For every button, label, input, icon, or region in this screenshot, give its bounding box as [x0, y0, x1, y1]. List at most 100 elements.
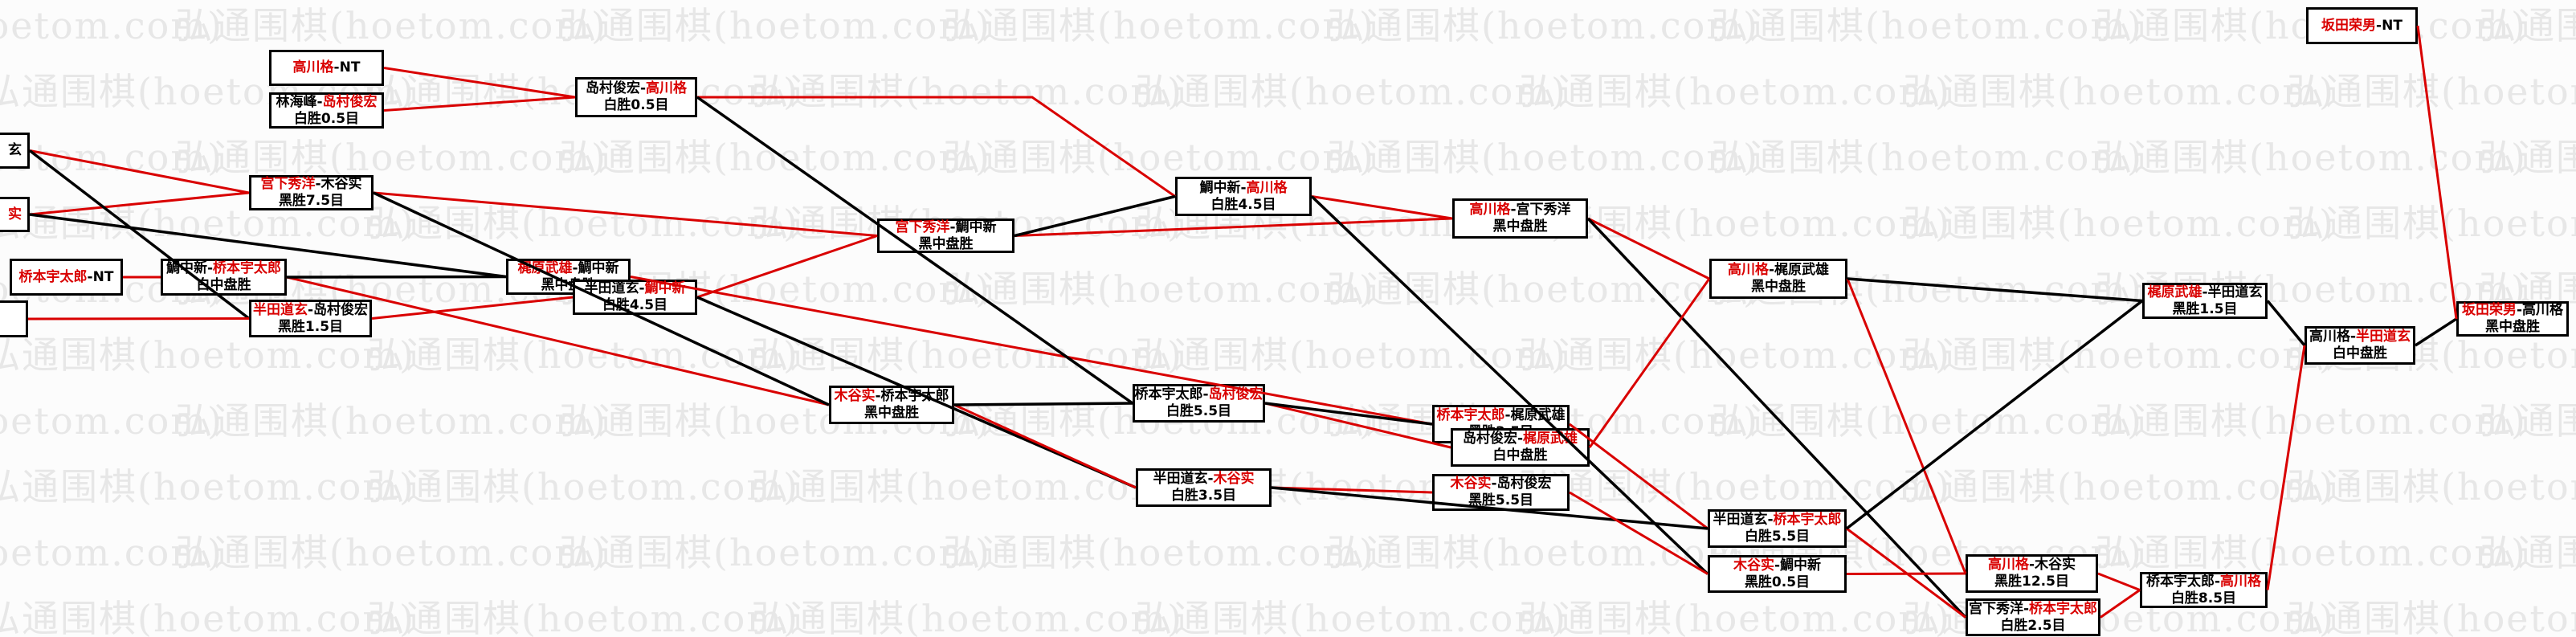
watermark-text: 弘通围棋(hoetom.com): [751, 70, 1183, 113]
match-box-b31: 坂田荣男-高川格 黑中盘胜: [2456, 301, 2569, 337]
match-box-b14: 鯛中新-高川格 白胜4.5目: [1175, 177, 1312, 216]
match-box-b25: 半田道玄-桥本宇太郎 白胜5.5目: [1708, 509, 1847, 548]
watermark-text: 弘通围棋(hoetom.com): [2095, 531, 2527, 574]
watermark-text: 弘通围棋(hoetom.com): [1519, 70, 1951, 113]
players-dash: -: [1774, 557, 1781, 574]
match-players: 半田道玄-鯛中新: [584, 280, 685, 297]
players-dash: -: [316, 93, 323, 110]
match-result: 白中盘胜: [1492, 447, 1548, 463]
player-white-name: 岛村俊宏: [322, 93, 378, 110]
players-dash: -: [315, 176, 321, 192]
watermark-text: 弘通围棋(hoetom.com): [1327, 267, 1759, 311]
match-result: 黑胜5.5目: [1468, 492, 1534, 508]
players-dash: -: [206, 260, 214, 276]
players-dash: -: [572, 259, 578, 276]
match-box-b1: 高川格-NT: [269, 50, 384, 86]
players-dash: -: [2516, 302, 2523, 318]
player-white-name: NT: [2382, 17, 2402, 34]
match-box-b3: 岛村俊宏-高川格 白胜0.5目: [575, 77, 697, 117]
player-black-name: 半田道玄: [1153, 471, 1208, 487]
players-dash: -: [1517, 431, 1524, 447]
watermark-text: 弘通围棋(hoetom.com): [0, 597, 415, 637]
match-players: 高川格-半田道玄: [2309, 329, 2411, 345]
player-white-name: 宫下秀洋: [1516, 202, 1571, 218]
watermark-text: 弘通围棋(hoetom.com): [175, 399, 607, 443]
match-box-b10: [0, 300, 28, 337]
match-result: 黑中盘胜: [1751, 279, 1806, 295]
players-dash: -: [87, 268, 93, 285]
player-black-name: 高川格: [292, 59, 334, 76]
match-players: 宫下秀洋-鯛中新: [895, 219, 996, 236]
player-white-name: 桥本宇太郎: [213, 260, 282, 276]
watermark-text: 弘通围棋(hoetom.com): [1519, 597, 1951, 637]
watermark-text: 弘通围棋(hoetom.com): [943, 4, 1375, 47]
match-box-b30: 坂田荣男-NT: [2306, 7, 2418, 44]
match-result: 黑胜0.5目: [1744, 574, 1811, 590]
match-players: 桥本宇太郎-NT: [19, 269, 114, 286]
player-white-name: 桥本宇太郎: [1773, 512, 1842, 528]
watermark-text: 弘通围棋(hoetom.com): [1519, 333, 1951, 377]
player-white-name: 岛村俊宏: [313, 301, 369, 318]
watermark-text: 弘通围棋(hoetom.com): [2287, 465, 2576, 508]
watermark-text: 弘通围棋(hoetom.com): [751, 465, 1183, 508]
players-dash: -: [1510, 202, 1517, 218]
player-black-name: 梶原武雄: [2147, 284, 2202, 300]
player-white-name: 桥本宇太郎: [2029, 600, 2098, 617]
watermark-text: 弘通围棋(hoetom.com): [751, 333, 1183, 377]
match-box-b29: 桥本宇太郎-高川格 白胜8.5目: [2140, 572, 2268, 608]
watermark-text: 弘通围棋(hoetom.com): [367, 597, 799, 637]
match-players: 半田道玄-桥本宇太郎: [1713, 512, 1841, 529]
match-result: 黑胜1.5目: [2172, 300, 2238, 317]
match-result: 白中盘胜: [2333, 345, 2387, 361]
watermark-text: 弘通围棋(hoetom.com): [1327, 136, 1759, 179]
player-white-name: 桥本宇太郎: [880, 388, 949, 404]
match-box-b19: 岛村俊宏-梶原武雄 白中盘胜: [1451, 428, 1590, 467]
match-box-b4: 玄: [0, 133, 30, 169]
player-black-name: 半田道玄: [584, 280, 639, 296]
player-white-name: 岛村俊宏: [1208, 386, 1264, 402]
match-box-b26: 木谷实-鯛中新 黑胜0.5目: [1708, 555, 1847, 593]
match-players: 坂田荣男-高川格: [2462, 302, 2563, 319]
player-black-name: 宫下秀洋: [895, 218, 950, 235]
player-black-name: 桥本宇太郎: [1436, 407, 1505, 423]
match-result: 白胜0.5目: [603, 97, 669, 113]
match-box-b20: 木谷实-岛村俊宏 黑胜5.5目: [1432, 474, 1570, 511]
player-white-name: 梶原武雄: [1774, 262, 1830, 278]
watermark-text: 弘通围棋(hoetom.com): [367, 333, 799, 377]
match-result: 白胜4.5目: [602, 297, 668, 313]
player-black-name: 半田道玄: [252, 301, 308, 318]
watermark-text: 弘通围棋(hoetom.com): [175, 531, 607, 574]
player-white-name: 木谷实: [320, 176, 362, 192]
watermark-text: 弘通围棋(hoetom.com): [1903, 202, 2335, 245]
players-dash: -: [2349, 329, 2357, 345]
match-box-b13: 宫下秀洋-鯛中新 黑中盘胜: [877, 218, 1014, 253]
player-white-name: 鯛中新: [578, 259, 619, 276]
watermark-text: 弘通围棋(hoetom.com): [2287, 597, 2576, 637]
player-white-name: 半田道玄: [2207, 284, 2263, 300]
match-box-b8: 鯛中新-桥本宇太郎 白中盘胜: [161, 259, 287, 296]
player-white-name: 木谷实: [2035, 557, 2076, 573]
watermark-text: 弘通围棋(hoetom.com): [943, 531, 1375, 574]
player-black-name: 鯛中新: [1199, 179, 1241, 196]
player-name-fragment: 实: [8, 206, 22, 223]
match-players: 林海峰-岛村俊宏: [276, 94, 377, 111]
match-players: 岛村俊宏-梶原武雄: [1463, 431, 1578, 447]
match-box-b7: 桥本宇太郎-NT: [10, 259, 123, 296]
watermark-text: 弘通围棋(hoetom.com): [559, 136, 991, 179]
match-players: 木谷实-桥本宇太郎: [834, 388, 949, 405]
match-result: 白胜0.5目: [293, 110, 360, 127]
player-black-name: 鯛中新: [165, 260, 207, 276]
player-white-name: NT: [92, 268, 114, 285]
match-result: 黑中盘胜: [918, 235, 974, 252]
watermark-text: 弘通围棋(hoetom.com): [2095, 136, 2527, 179]
watermark-text: 弘通围棋(hoetom.com): [2479, 136, 2576, 179]
players-dash: -: [1491, 476, 1497, 492]
watermark-text: 弘通围棋(hoetom.com): [559, 4, 991, 47]
match-players: 岛村俊宏-高川格: [586, 80, 687, 97]
match-box-b24: 高川格-半田道玄 白中盘胜: [2305, 326, 2415, 365]
watermark-text: 弘通围棋(hoetom.com): [0, 531, 223, 574]
player-black-name: 木谷实: [834, 388, 876, 404]
watermark-text: 弘通围棋(hoetom.com): [943, 136, 1375, 179]
player-white-name: 鯛中新: [1780, 557, 1822, 574]
